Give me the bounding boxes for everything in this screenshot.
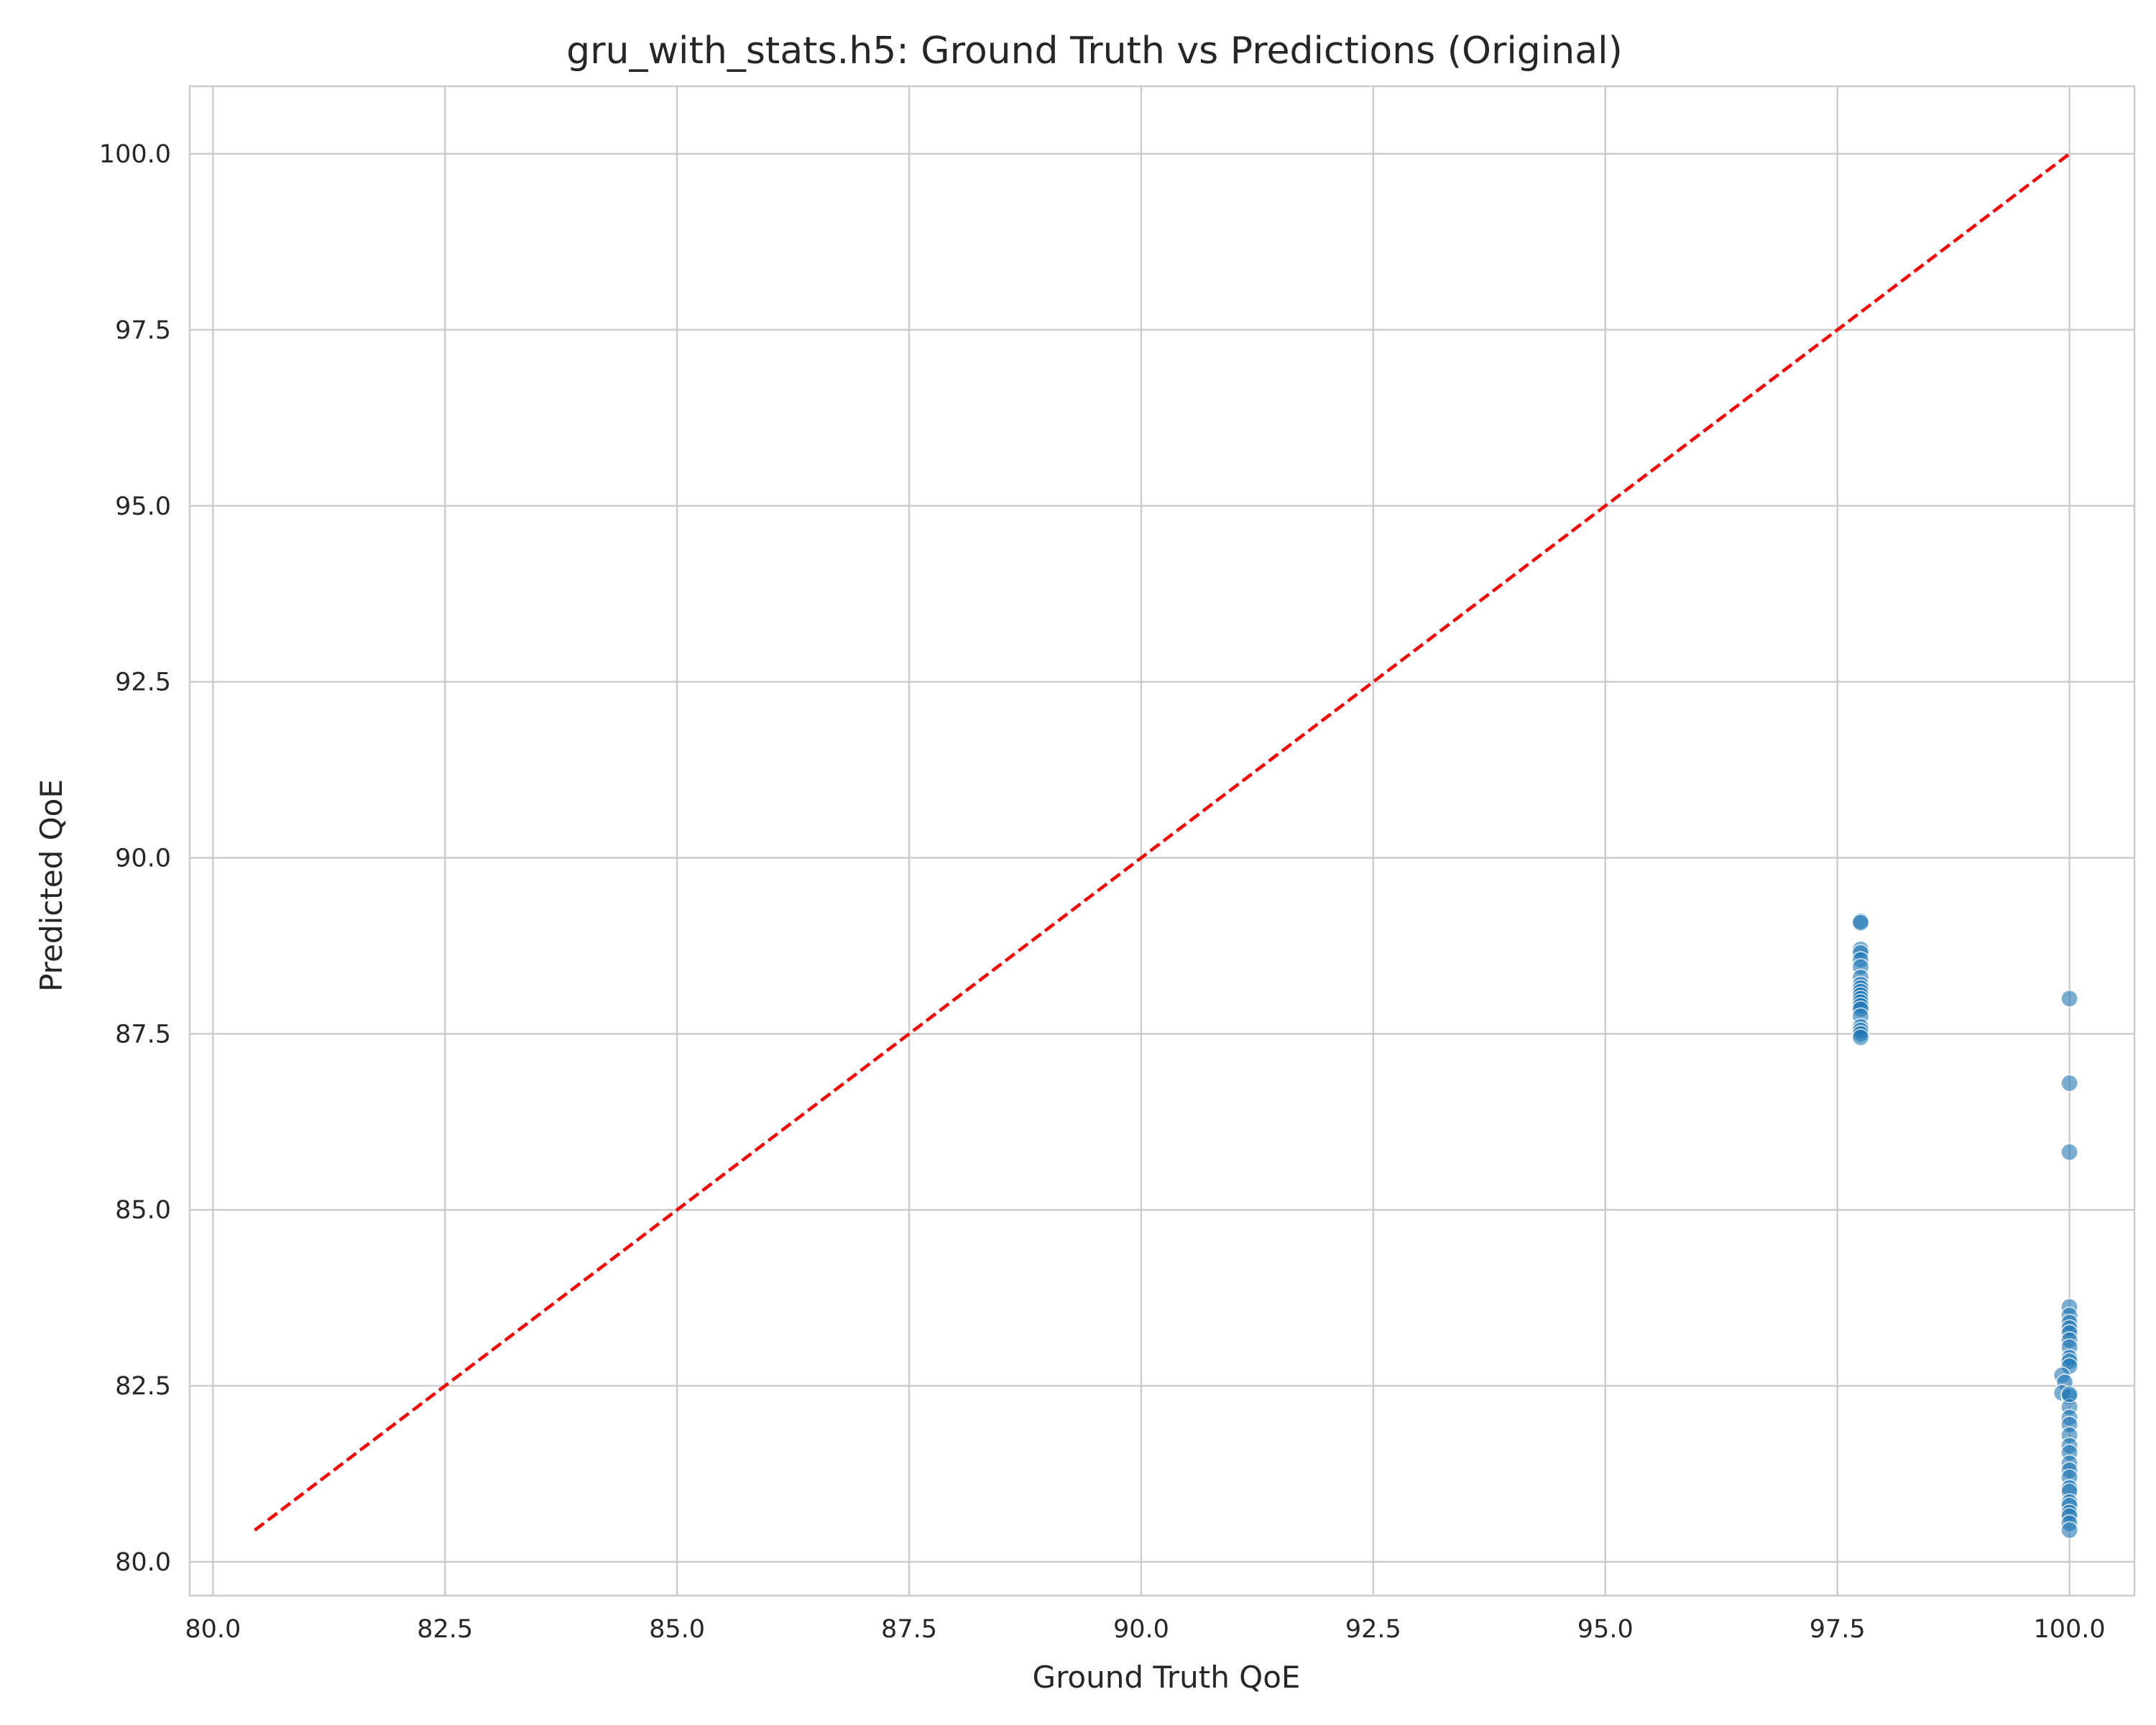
data-point [2060, 1143, 2078, 1162]
x-tick-label: 80.0 [185, 1615, 241, 1644]
x-tick-label: 87.5 [881, 1615, 937, 1644]
chart-title: gru_with_stats.h5: Ground Truth vs Predi… [566, 29, 1623, 73]
data-point [2060, 1385, 2078, 1404]
plot-area-frame [188, 85, 2136, 1597]
y-tick-label: 95.0 [115, 492, 171, 521]
data-point [2060, 1521, 2078, 1540]
y-tick-label: 97.5 [115, 316, 171, 345]
x-tick-label: 92.5 [1345, 1615, 1401, 1644]
data-point [1851, 914, 1870, 932]
y-tick-label: 85.0 [115, 1196, 171, 1225]
data-point [1851, 1029, 1870, 1046]
y-tick-label: 82.5 [115, 1372, 171, 1401]
x-tick-label: 100.0 [2033, 1615, 2105, 1644]
x-tick-label: 97.5 [1810, 1615, 1866, 1644]
y-tick-label: 87.5 [115, 1020, 171, 1049]
x-tick-label: 95.0 [1577, 1615, 1634, 1644]
x-tick-label: 82.5 [417, 1615, 473, 1644]
x-axis-label: Ground Truth QoE [1033, 1660, 1301, 1695]
y-tick-label: 100.0 [99, 140, 171, 169]
y-tick-label: 80.0 [115, 1548, 171, 1577]
data-point [2060, 990, 2078, 1008]
grid [190, 86, 2134, 1596]
x-tick-label: 85.0 [649, 1615, 705, 1644]
x-tick-labels: 80.0 82.5 85.0 87.5 90.0 92.5 95.0 97.5 100.0 [185, 1615, 2105, 1644]
x-tick-label: 90.0 [1113, 1615, 1169, 1644]
y-tick-label: 90.0 [115, 845, 171, 873]
y-tick-label: 92.5 [115, 668, 171, 697]
data-points [1851, 912, 2078, 1540]
y-axis-label: Predicted QoE [34, 779, 69, 992]
y-tick-labels: 80.0 82.5 85.0 87.5 90.0 92.5 95.0 97.5 100.0 [99, 140, 171, 1577]
data-point [2060, 1074, 2078, 1092]
